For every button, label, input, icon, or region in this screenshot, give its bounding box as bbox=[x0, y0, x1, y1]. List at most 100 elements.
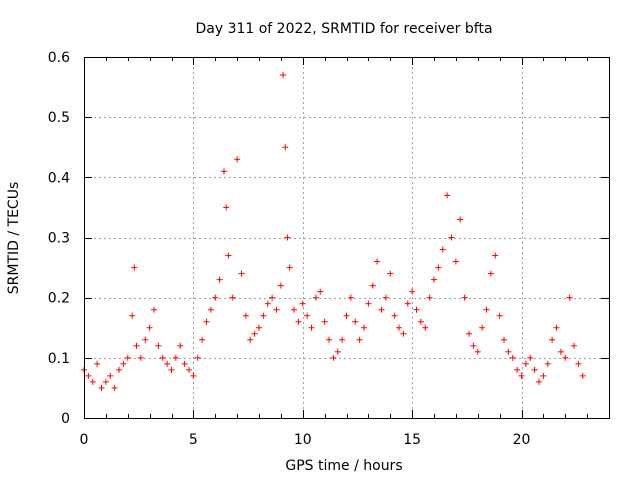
data-point bbox=[483, 306, 490, 313]
data-point bbox=[216, 276, 223, 283]
data-point bbox=[186, 366, 192, 373]
data-point bbox=[102, 378, 109, 385]
data-point bbox=[308, 324, 315, 331]
data-point bbox=[85, 372, 92, 379]
data-point bbox=[326, 336, 332, 343]
x-axis-label: GPS time / hours bbox=[285, 458, 402, 474]
chart-title: Day 311 of 2022, SRMTID for receiver bft… bbox=[195, 21, 492, 37]
data-point bbox=[470, 342, 477, 349]
data-point bbox=[347, 294, 354, 301]
y-tick-label: 0.3 bbox=[48, 231, 70, 247]
data-point bbox=[409, 288, 416, 295]
data-point bbox=[264, 300, 271, 307]
data-point bbox=[317, 288, 324, 295]
data-point bbox=[544, 360, 551, 367]
data-point bbox=[461, 294, 468, 301]
data-point bbox=[540, 372, 547, 379]
data-point bbox=[571, 342, 577, 349]
data-point bbox=[291, 306, 297, 313]
data-point bbox=[251, 330, 258, 337]
data-point bbox=[549, 336, 556, 343]
data-point bbox=[457, 216, 464, 223]
data-point bbox=[256, 324, 262, 331]
y-tick-label: 0.2 bbox=[48, 291, 70, 307]
data-point bbox=[159, 354, 166, 361]
data-point bbox=[129, 312, 136, 319]
data-point bbox=[321, 318, 328, 325]
data-point bbox=[579, 372, 586, 379]
data-point bbox=[536, 378, 542, 385]
data-point bbox=[452, 258, 459, 265]
data-point bbox=[190, 372, 197, 379]
data-point bbox=[133, 342, 140, 349]
y-tick-label: 0 bbox=[61, 411, 70, 427]
data-point bbox=[98, 384, 105, 391]
data-point bbox=[181, 360, 188, 367]
data-point bbox=[369, 282, 376, 289]
data-point bbox=[374, 258, 381, 265]
data-point bbox=[382, 294, 389, 301]
data-point bbox=[203, 318, 210, 325]
data-point bbox=[334, 348, 341, 355]
data-point bbox=[304, 312, 311, 319]
data-point bbox=[155, 342, 162, 349]
data-point bbox=[89, 378, 96, 385]
data-point bbox=[212, 294, 219, 301]
y-tick-label: 0.4 bbox=[48, 170, 70, 186]
data-point bbox=[137, 354, 144, 361]
data-point bbox=[566, 294, 573, 301]
x-tick-label: 0 bbox=[80, 432, 89, 448]
data-point bbox=[387, 270, 394, 277]
data-point bbox=[284, 234, 291, 241]
data-point bbox=[487, 270, 494, 277]
data-point bbox=[273, 306, 280, 313]
data-point bbox=[107, 372, 114, 379]
data-point bbox=[553, 324, 560, 331]
data-point bbox=[575, 360, 582, 367]
data-point bbox=[365, 300, 372, 307]
data-point bbox=[151, 306, 157, 313]
y-tick-label: 0.1 bbox=[48, 351, 70, 367]
data-point bbox=[422, 324, 429, 331]
data-point bbox=[277, 282, 284, 289]
data-point bbox=[343, 312, 350, 319]
data-point bbox=[120, 360, 127, 367]
data-point bbox=[496, 312, 503, 319]
data-point bbox=[116, 366, 122, 373]
data-point bbox=[247, 336, 254, 343]
data-point bbox=[260, 312, 267, 319]
data-point bbox=[111, 384, 118, 391]
data-point bbox=[522, 360, 529, 367]
grid-lines bbox=[84, 57, 609, 418]
data-point bbox=[361, 324, 367, 331]
data-point bbox=[124, 354, 131, 361]
data-point bbox=[479, 324, 486, 331]
data-point bbox=[531, 366, 538, 373]
data-point bbox=[286, 264, 293, 271]
data-point bbox=[339, 336, 346, 343]
data-point bbox=[229, 294, 236, 301]
y-axis-label: SRMTID / TECUs bbox=[6, 182, 22, 295]
data-point bbox=[426, 294, 433, 301]
data-point bbox=[492, 252, 499, 259]
data-point bbox=[164, 360, 171, 367]
data-point bbox=[299, 300, 306, 307]
x-tick-label: 20 bbox=[513, 432, 531, 448]
data-point bbox=[282, 144, 289, 151]
data-point bbox=[404, 300, 411, 307]
data-point bbox=[378, 306, 385, 313]
y-tick-labels: 0 0.1 0.2 0.3 0.4 0.5 0.6 bbox=[48, 50, 70, 427]
data-point bbox=[142, 336, 149, 343]
data-point bbox=[234, 156, 241, 163]
data-point bbox=[435, 264, 442, 271]
data-point bbox=[439, 246, 446, 253]
data-point bbox=[295, 318, 302, 325]
data-point bbox=[431, 276, 437, 283]
data-point bbox=[509, 354, 516, 361]
data-point bbox=[444, 192, 451, 199]
x-tick-labels: 0 5 10 15 20 bbox=[80, 432, 531, 448]
data-point bbox=[474, 348, 481, 355]
y-tick-label: 0.6 bbox=[48, 50, 70, 66]
data-point bbox=[94, 360, 101, 367]
